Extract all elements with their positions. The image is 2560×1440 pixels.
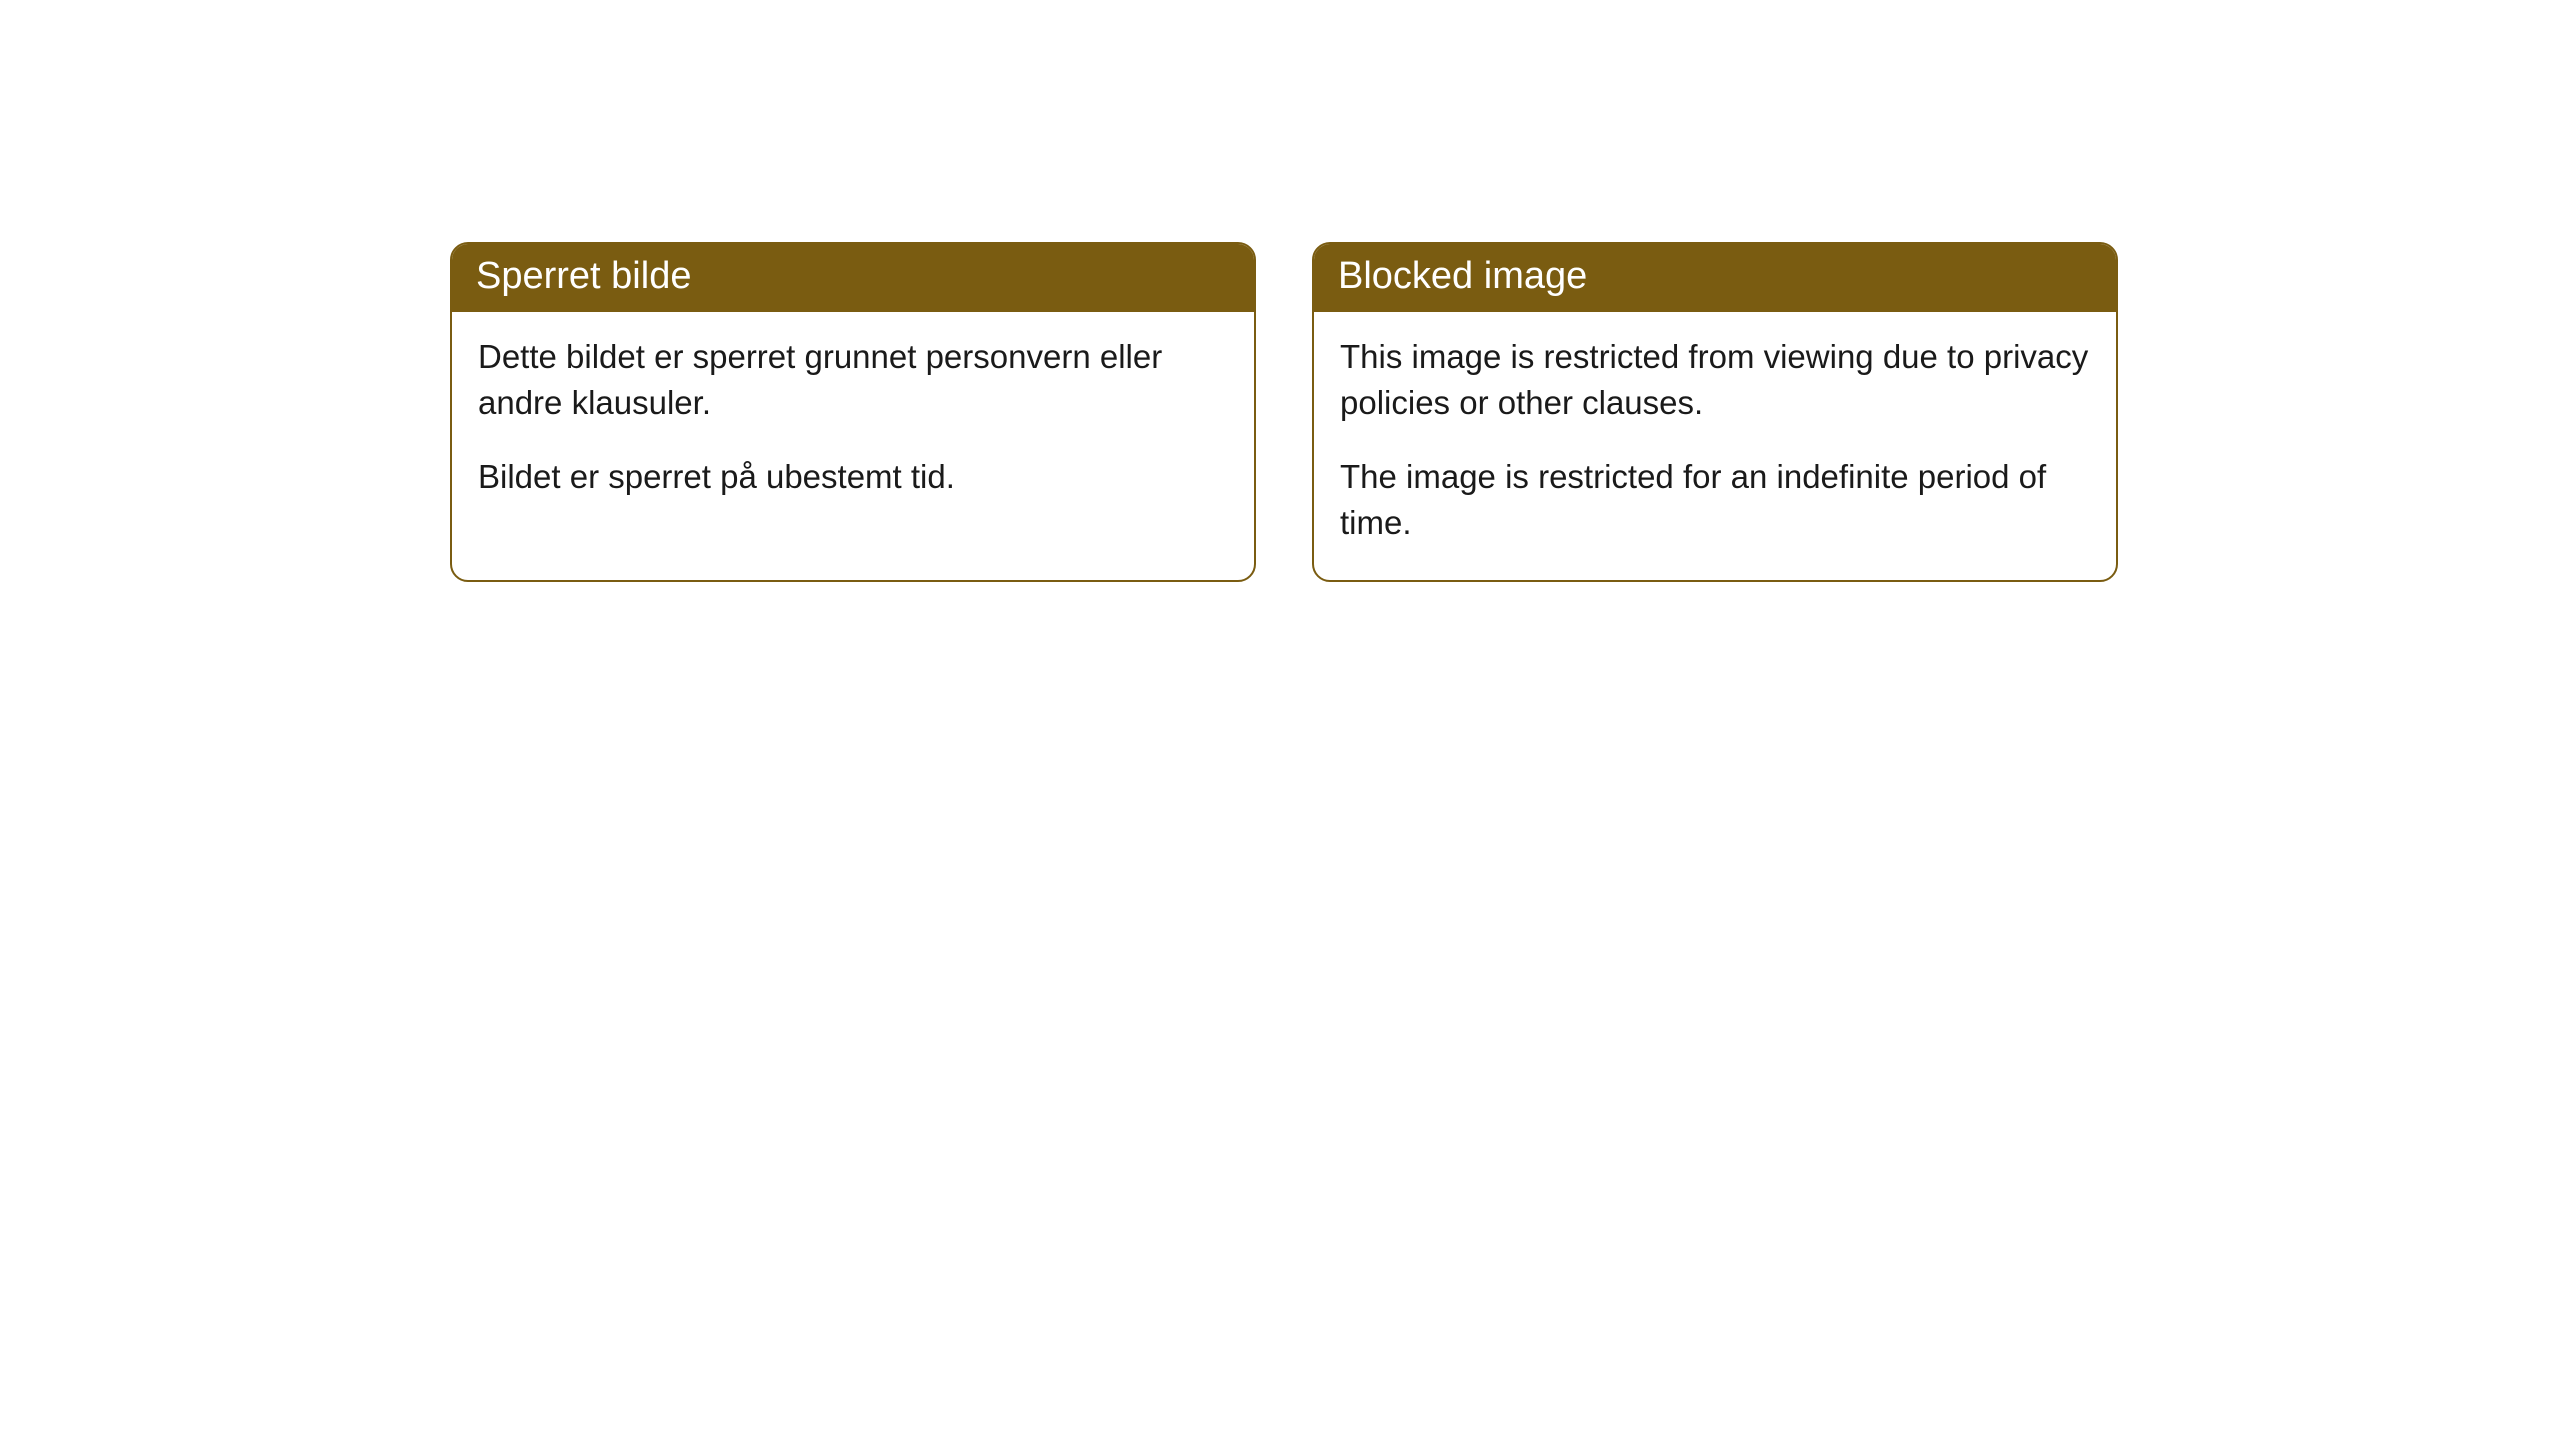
card-paragraph: Dette bildet er sperret grunnet personve… [478,334,1228,426]
card-norwegian: Sperret bilde Dette bildet er sperret gr… [450,242,1256,582]
card-body-norwegian: Dette bildet er sperret grunnet personve… [452,312,1254,535]
card-paragraph: This image is restricted from viewing du… [1340,334,2090,426]
cards-container: Sperret bilde Dette bildet er sperret gr… [450,242,2560,582]
card-header-norwegian: Sperret bilde [452,244,1254,312]
card-body-english: This image is restricted from viewing du… [1314,312,2116,581]
card-paragraph: Bildet er sperret på ubestemt tid. [478,454,1228,500]
card-english: Blocked image This image is restricted f… [1312,242,2118,582]
card-header-english: Blocked image [1314,244,2116,312]
card-paragraph: The image is restricted for an indefinit… [1340,454,2090,546]
